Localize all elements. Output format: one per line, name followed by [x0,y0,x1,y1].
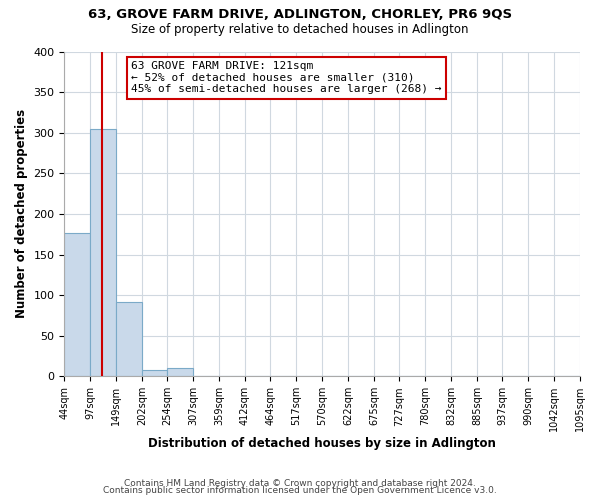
Bar [142,370,167,376]
Bar [116,302,142,376]
Bar [167,368,193,376]
Bar [64,234,91,376]
Text: 63 GROVE FARM DRIVE: 121sqm
← 52% of detached houses are smaller (310)
45% of se: 63 GROVE FARM DRIVE: 121sqm ← 52% of det… [131,61,442,94]
Text: 63, GROVE FARM DRIVE, ADLINGTON, CHORLEY, PR6 9QS: 63, GROVE FARM DRIVE, ADLINGTON, CHORLEY… [88,8,512,20]
Text: Size of property relative to detached houses in Adlington: Size of property relative to detached ho… [131,22,469,36]
Text: Contains public sector information licensed under the Open Government Licence v3: Contains public sector information licen… [103,486,497,495]
Bar [91,128,116,376]
Y-axis label: Number of detached properties: Number of detached properties [15,110,28,318]
X-axis label: Distribution of detached houses by size in Adlington: Distribution of detached houses by size … [148,437,496,450]
Text: Contains HM Land Registry data © Crown copyright and database right 2024.: Contains HM Land Registry data © Crown c… [124,478,476,488]
